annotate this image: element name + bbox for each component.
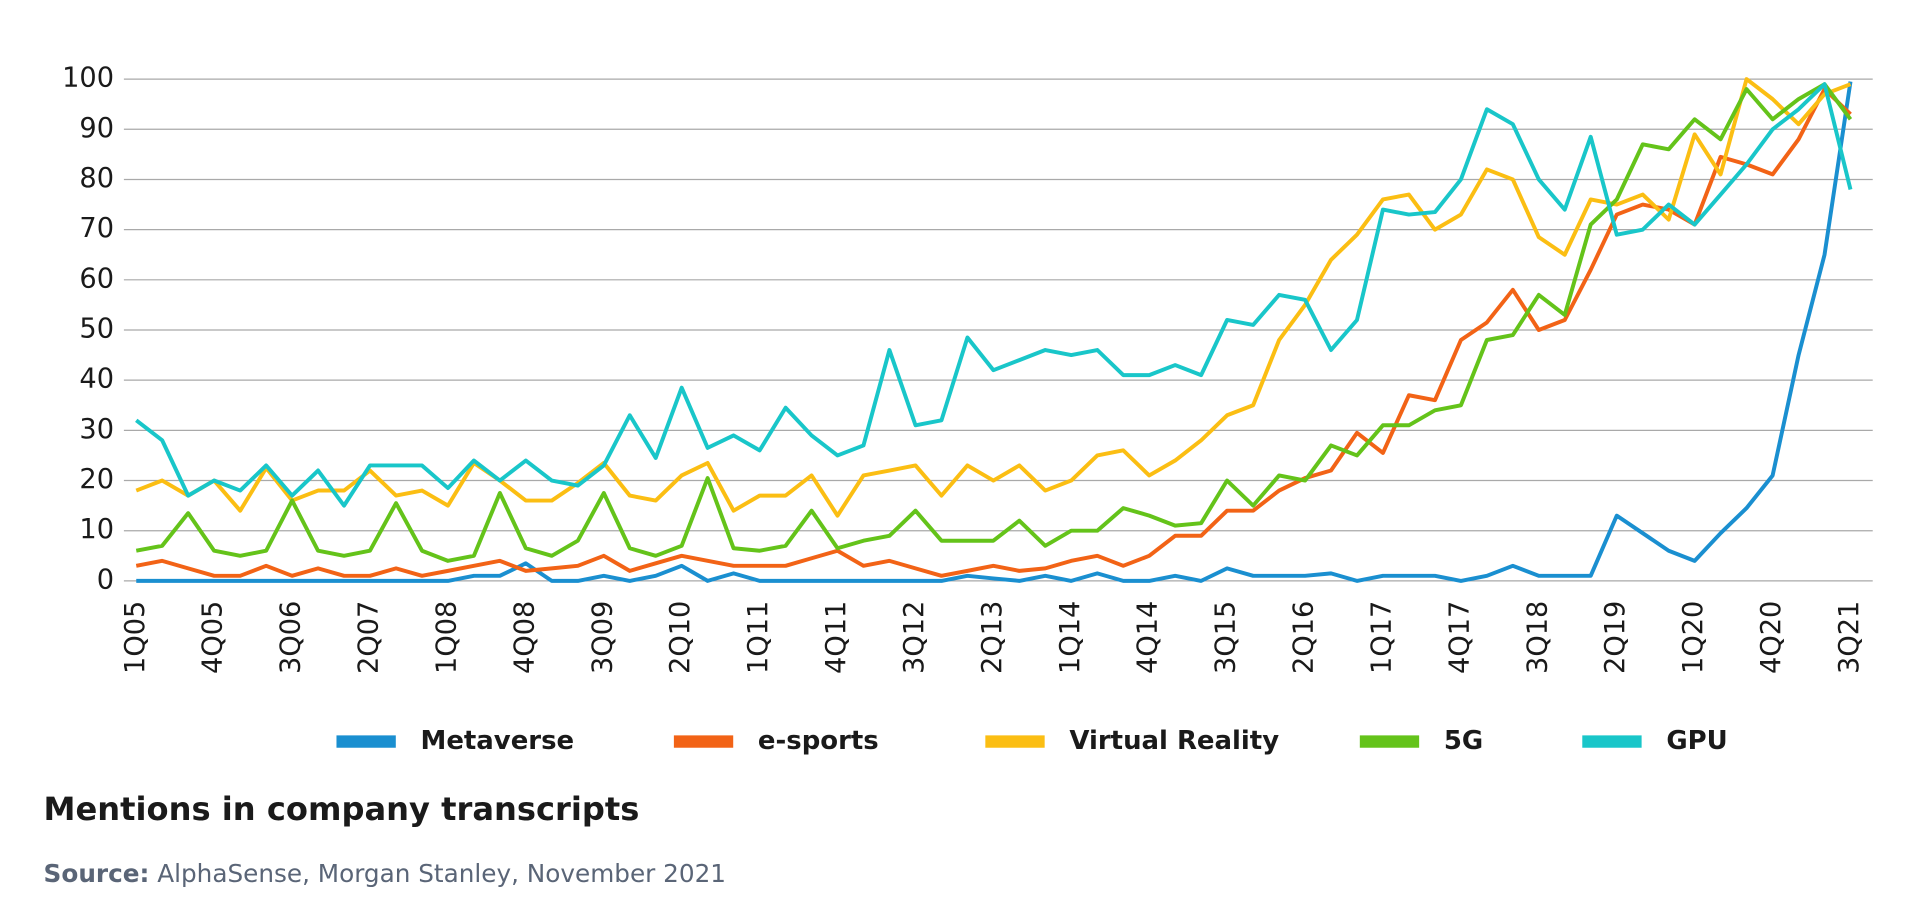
- x-tick-label: 2Q19: [1600, 601, 1631, 674]
- y-tick-label: 60: [79, 263, 114, 294]
- source-label: Source:: [44, 859, 150, 888]
- x-tick-label: 2Q13: [977, 601, 1008, 674]
- grid: 0 10 20 30 40 50 60 70 80 90 100 1Q05 4Q05 3Q06 2Q07 1Q…: [62, 63, 1873, 674]
- x-tick-label: 4Q14: [1133, 601, 1164, 674]
- legend-label: GPU: [1666, 726, 1727, 756]
- x-tick-label: 3Q06: [276, 601, 307, 674]
- x-tick-label: 3Q18: [1522, 601, 1553, 674]
- chart-title: Mentions in company transcripts: [44, 790, 640, 828]
- source: Source: AlphaSense, Morgan Stanley, Nove…: [44, 859, 726, 888]
- y-tick-label: 10: [79, 514, 114, 545]
- legend-label: e-sports: [758, 726, 879, 756]
- x-tick-label: 3Q12: [899, 601, 930, 674]
- x-tick-label: 4Q17: [1444, 601, 1475, 674]
- x-tick-label: 4Q11: [821, 601, 852, 674]
- x-tick-label: 1Q20: [1678, 601, 1709, 674]
- series-line: [135, 87, 1852, 578]
- legend-swatch: [1582, 735, 1642, 748]
- x-tick-label: 2Q10: [665, 601, 696, 674]
- x-tick-label: 1Q14: [1055, 601, 1086, 674]
- series-line: [135, 77, 1852, 518]
- y-tick-label: 80: [79, 163, 114, 194]
- legend-swatch: [1359, 735, 1420, 748]
- y-tick-label: 40: [79, 364, 114, 395]
- x-tick-label: 3Q15: [1211, 601, 1242, 674]
- legend-swatch: [336, 735, 396, 748]
- y-tick-label: 20: [79, 464, 114, 495]
- x-tick-label: 3Q09: [587, 601, 618, 674]
- x-tick-label: 2Q07: [354, 601, 385, 674]
- y-tick-label: 100: [62, 63, 114, 94]
- source-text: AlphaSense, Morgan Stanley, November 202…: [157, 859, 726, 888]
- y-tick-label: 0: [97, 564, 114, 595]
- x-tick-label: 1Q05: [120, 601, 151, 674]
- legend-label: Metaverse: [421, 726, 575, 756]
- legend-label: Virtual Reality: [1069, 726, 1279, 756]
- x-tick-label: 4Q05: [198, 601, 229, 674]
- series-line: [135, 82, 1853, 508]
- y-tick-label: 70: [79, 213, 114, 244]
- plot-lines: [135, 77, 1853, 583]
- legend-swatch: [673, 735, 734, 748]
- y-tick-label: 30: [79, 414, 114, 445]
- x-tick-label: 2Q16: [1289, 601, 1320, 674]
- legend-swatch: [985, 735, 1045, 748]
- x-tick-label: 1Q11: [743, 601, 774, 674]
- series-line: [136, 81, 1853, 583]
- series-line: [135, 82, 1853, 563]
- y-tick-label: 50: [79, 313, 114, 344]
- x-tick-label: 4Q08: [509, 601, 540, 674]
- x-tick-label: 4Q20: [1756, 601, 1787, 674]
- y-tick-label: 90: [79, 113, 114, 144]
- x-tick-label: 1Q08: [431, 601, 462, 674]
- legend: Metaverse e-sports Virtual Reality 5G GPU: [336, 726, 1728, 756]
- legend-label: 5G: [1444, 726, 1483, 756]
- x-tick-label: 3Q21: [1834, 601, 1865, 674]
- x-tick-label: 1Q17: [1366, 601, 1397, 674]
